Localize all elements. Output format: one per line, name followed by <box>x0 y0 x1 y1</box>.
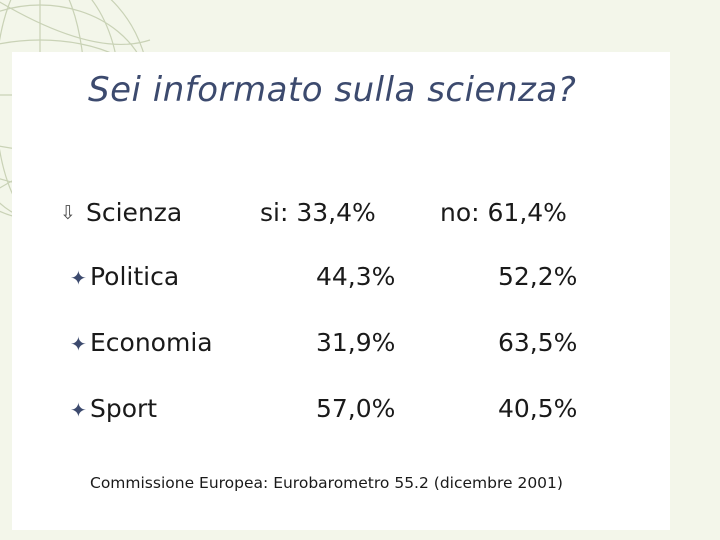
no-value: 40,5% <box>498 394 578 423</box>
si-header: si: 33,4% <box>260 198 376 227</box>
table-row: ✦ Economia 31,9% 63,5% <box>0 328 720 368</box>
four-point-star-icon: ✦ <box>70 266 87 290</box>
si-value: 57,0% <box>316 394 396 423</box>
four-point-star-icon: ✦ <box>70 398 87 422</box>
source-citation: Commissione Europea: Eurobarometro 55.2 … <box>90 474 563 492</box>
si-value: 44,3% <box>316 262 396 291</box>
row-label: Sport <box>90 394 158 423</box>
row-label: Economia <box>90 328 213 357</box>
header-row: ⇩ Scienza si: 33,4% no: 61,4% <box>0 198 720 238</box>
row-label: Scienza <box>86 198 183 227</box>
slide-panel <box>12 52 670 530</box>
table-row: ✦ Sport 57,0% 40,5% <box>0 394 720 434</box>
slide-title: Sei informato sulla scienza? <box>88 70 577 110</box>
four-point-star-icon: ✦ <box>70 332 87 356</box>
row-label: Politica <box>90 262 180 291</box>
down-arrow-icon: ⇩ <box>60 202 76 224</box>
no-header: no: 61,4% <box>440 198 567 227</box>
no-value: 63,5% <box>498 328 578 357</box>
table-row: ✦ Politica 44,3% 52,2% <box>0 262 720 302</box>
no-value: 52,2% <box>498 262 578 291</box>
si-value: 31,9% <box>316 328 396 357</box>
